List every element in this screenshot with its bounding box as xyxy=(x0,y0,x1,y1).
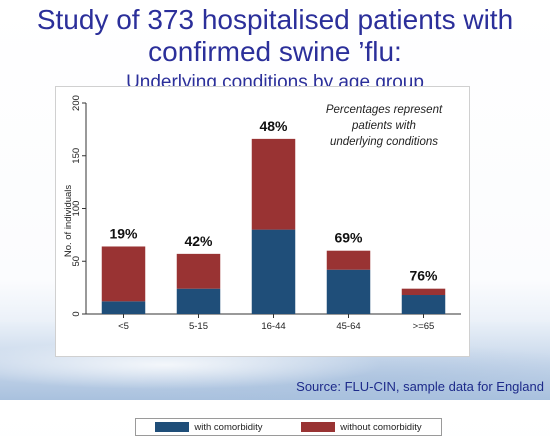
percent-label: 69% xyxy=(334,230,363,246)
x-tick-label: <5 xyxy=(118,321,129,332)
bar-with-comorbidity xyxy=(101,301,146,314)
y-tick-label: 150 xyxy=(71,148,82,164)
x-tick-label: 16-44 xyxy=(261,321,285,332)
y-axis-label: No. of individuals xyxy=(63,185,74,258)
bar-chart: No. of individuals 0 50 100 150 200 <5 19% 5-15… xyxy=(63,95,461,332)
bar-without-comorbidity xyxy=(326,250,371,270)
y-tick-label: 100 xyxy=(71,201,82,217)
bar-without-comorbidity xyxy=(101,246,146,302)
bar-with-comorbidity xyxy=(401,295,446,314)
percent-label: 42% xyxy=(184,233,213,249)
x-tick-label: 45-64 xyxy=(336,321,360,332)
note-line: patients with xyxy=(351,120,416,132)
bar-with-comorbidity xyxy=(176,288,221,314)
source-note: Source: FLU-CIN, sample data for England xyxy=(296,379,544,394)
note-line: underlying conditions xyxy=(330,136,438,148)
bar-without-comorbidity xyxy=(401,288,446,296)
legend-swatch-without xyxy=(301,422,336,432)
legend-item-with: with comorbidity xyxy=(155,421,263,433)
percent-label: 76% xyxy=(409,268,438,284)
bar-without-comorbidity xyxy=(251,138,296,230)
y-tick-label: 0 xyxy=(71,311,82,316)
legend: with comorbidity without comorbidity xyxy=(135,418,442,436)
bar-with-comorbidity xyxy=(251,229,296,314)
percent-label: 19% xyxy=(109,225,138,241)
x-tick-label: 5-15 xyxy=(189,321,208,332)
percent-label: 48% xyxy=(259,118,288,134)
legend-label-without: without comorbidity xyxy=(340,421,422,433)
chart-title-line-2: confirmed swine ’flu: xyxy=(148,36,402,67)
y-tick-label: 200 xyxy=(71,95,82,111)
x-tick-label: >=65 xyxy=(413,321,435,332)
legend-swatch-with xyxy=(155,422,190,432)
legend-item-without: without comorbidity xyxy=(301,421,422,433)
legend-label-with: with comorbidity xyxy=(194,421,263,433)
y-tick-label: 50 xyxy=(71,256,82,267)
title-block: Study of 373 hospitalised patients with … xyxy=(0,4,550,96)
note-line: Percentages represent xyxy=(326,104,443,116)
bar-without-comorbidity xyxy=(176,253,221,289)
chart-title-line-1: Study of 373 hospitalised patients with xyxy=(36,4,514,35)
bar-with-comorbidity xyxy=(326,269,371,314)
chart-panel: No. of individuals 0 50 100 150 200 <5 19% 5-15… xyxy=(55,86,470,436)
